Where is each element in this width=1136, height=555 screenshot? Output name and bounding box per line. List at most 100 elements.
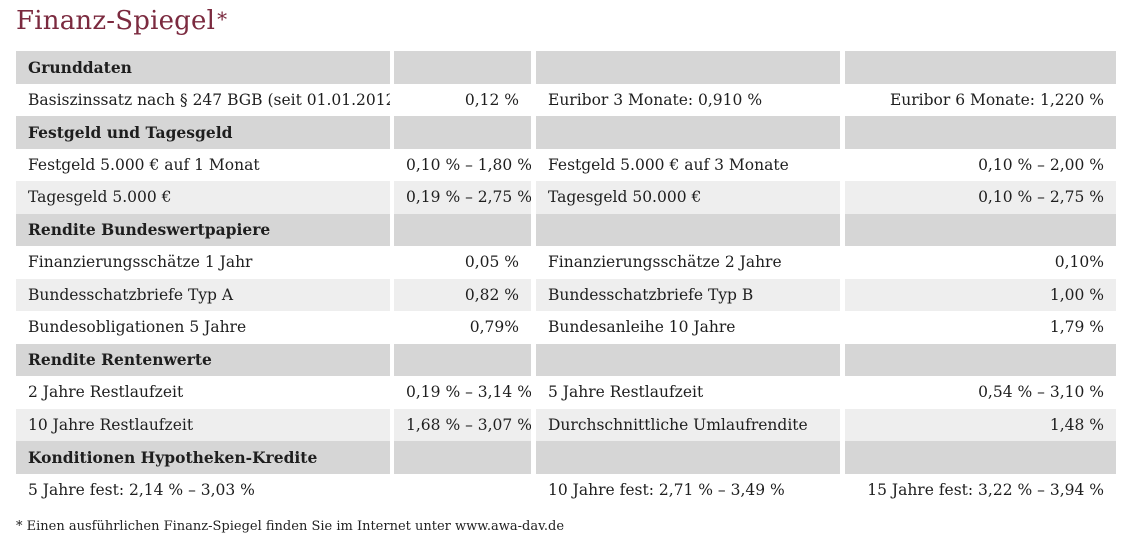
table-row: Tagesgeld 5.000 €0,19 % – 2,75 % Tagesgel… [16,181,1116,214]
row-label-left: 2 Jahre Restlaufzeit [16,376,390,409]
column-gap [840,246,845,279]
column-gap [840,181,845,214]
column-gap [390,473,394,506]
row-value-left: 0,79% [394,311,531,344]
section-header-cell [845,213,1116,246]
column-gap [840,343,845,376]
column-gap [840,116,845,149]
row-value-left: 0,05 % [394,246,531,279]
row-value-right: 15 Jahre fest: 3,22 % – 3,94 % [845,473,1116,506]
row-label-right: 5 Jahre Restlaufzeit [536,376,840,409]
section-header-cell [536,441,840,474]
section-heading: Festgeld und Tagesgeld [16,116,390,149]
column-gap [840,51,845,84]
table-row: 2 Jahre Restlaufzeit 0,19 % – 3,14 % 5 Jah… [16,376,1116,409]
page-title-text: Finanz-Spiegel [16,6,216,36]
section-header-cell [845,441,1116,474]
section-header-cell [845,51,1116,84]
table-row: Bundesobligationen 5 Jahre 0,79% Bundesanl… [16,311,1116,344]
section-header-row: Festgeld und Tagesgeld [16,116,1116,149]
column-gap [531,116,536,149]
table-body: Grunddaten Basiszinssatz nach § 247 BGB (… [16,51,1116,506]
finanz-spiegel-table: Grunddaten Basiszinssatz nach § 247 BGB (… [16,51,1116,506]
column-gap [531,311,536,344]
row-label-left: Basiszinssatz nach § 247 BGB (seit 01.01… [16,83,390,116]
section-heading: Grunddaten [16,51,390,84]
row-value-right: 0,10 % – 2,00 % [845,148,1116,181]
section-heading: Konditionen Hypotheken-Kredite [16,441,390,474]
section-header-cell [394,343,531,376]
column-gap [840,148,845,181]
column-gap [531,148,536,181]
row-label-left: Finanzierungsschätze 1 Jahr [16,246,390,279]
section-header-cell [845,116,1116,149]
column-gap [840,311,845,344]
column-gap [531,408,536,441]
row-label-right: Tagesgeld 50.000 € [536,181,840,214]
column-gap [390,376,394,409]
column-gap [531,213,536,246]
section-header-cell [536,116,840,149]
row-value-right: 1,00 % [845,278,1116,311]
section-header-cell [845,343,1116,376]
row-label-right: Bundesschatzbriefe Typ B [536,278,840,311]
row-value-right: 0,10% [845,246,1116,279]
column-gap [840,278,845,311]
column-gap [390,343,394,376]
column-gap [390,51,394,84]
section-heading: Rendite Bundeswertpapiere [16,213,390,246]
column-gap [531,473,536,506]
column-gap [840,408,845,441]
section-header-cell [394,213,531,246]
section-header-cell [394,116,531,149]
row-value-right: 0,54 % – 3,10 % [845,376,1116,409]
row-label-left: 5 Jahre fest: 2,14 % – 3,03 % [16,473,390,506]
row-value-left: 0,12 % [394,83,531,116]
section-heading: Rendite Rentenwerte [16,343,390,376]
column-gap [840,441,845,474]
row-label-right: Euribor 3 Monate: 0,910 % [536,83,840,116]
column-gap [840,473,845,506]
row-value-right: Euribor 6 Monate: 1,220 % [845,83,1116,116]
section-header-cell [394,51,531,84]
column-gap [390,311,394,344]
row-label-left: Bundesobligationen 5 Jahre [16,311,390,344]
column-gap [390,148,394,181]
row-value-right: 0,10 % – 2,75 % [845,181,1116,214]
column-gap [531,181,536,214]
column-gap [390,116,394,149]
column-gap [531,343,536,376]
section-header-row: Rendite Rentenwerte [16,343,1116,376]
column-gap [390,246,394,279]
row-value-left [394,473,531,506]
row-value-left: 0,19 % – 3,14 % [394,376,531,409]
table-row: Basiszinssatz nach § 247 BGB (seit 01.01… [16,83,1116,116]
column-gap [390,441,394,474]
column-gap [840,376,845,409]
column-gap [390,278,394,311]
column-gap [531,278,536,311]
section-header-cell [536,213,840,246]
table-row: Bundesschatzbriefe Typ A 0,82 % Bundesscha… [16,278,1116,311]
table-row: 10 Jahre Restlaufzeit 1,68 % – 3,07 % Durc… [16,408,1116,441]
page-title: Finanz-Spiegel * [16,6,227,36]
column-gap [840,213,845,246]
column-gap [390,408,394,441]
row-value-right: 1,48 % [845,408,1116,441]
column-gap [531,51,536,84]
row-label-left: Tagesgeld 5.000 € [16,181,390,214]
column-gap [390,181,394,214]
row-value-right: 1,79 % [845,311,1116,344]
row-value-left: 1,68 % – 3,07 % [394,408,531,441]
footnote: * Einen ausführlichen Finanz-Spiegel fin… [16,519,565,534]
title-footnote-mark: * [217,7,228,31]
column-gap [840,83,845,116]
row-value-left: 0,10 % – 1,80 % [394,148,531,181]
section-header-row: Grunddaten [16,51,1116,84]
row-label-right: Durchschnittliche Umlaufrendite [536,408,840,441]
row-label-right: Festgeld 5.000 € auf 3 Monate [536,148,840,181]
table-row: Finanzierungsschätze 1 Jahr 0,05 % Finanzi… [16,246,1116,279]
column-gap [531,441,536,474]
row-value-left: 0,82 % [394,278,531,311]
section-header-row: Rendite Bundeswertpapiere [16,213,1116,246]
